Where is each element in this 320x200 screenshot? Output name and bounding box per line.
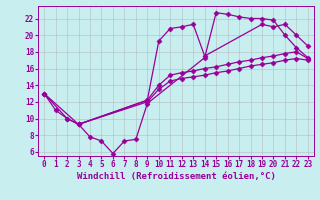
X-axis label: Windchill (Refroidissement éolien,°C): Windchill (Refroidissement éolien,°C)	[76, 172, 276, 181]
